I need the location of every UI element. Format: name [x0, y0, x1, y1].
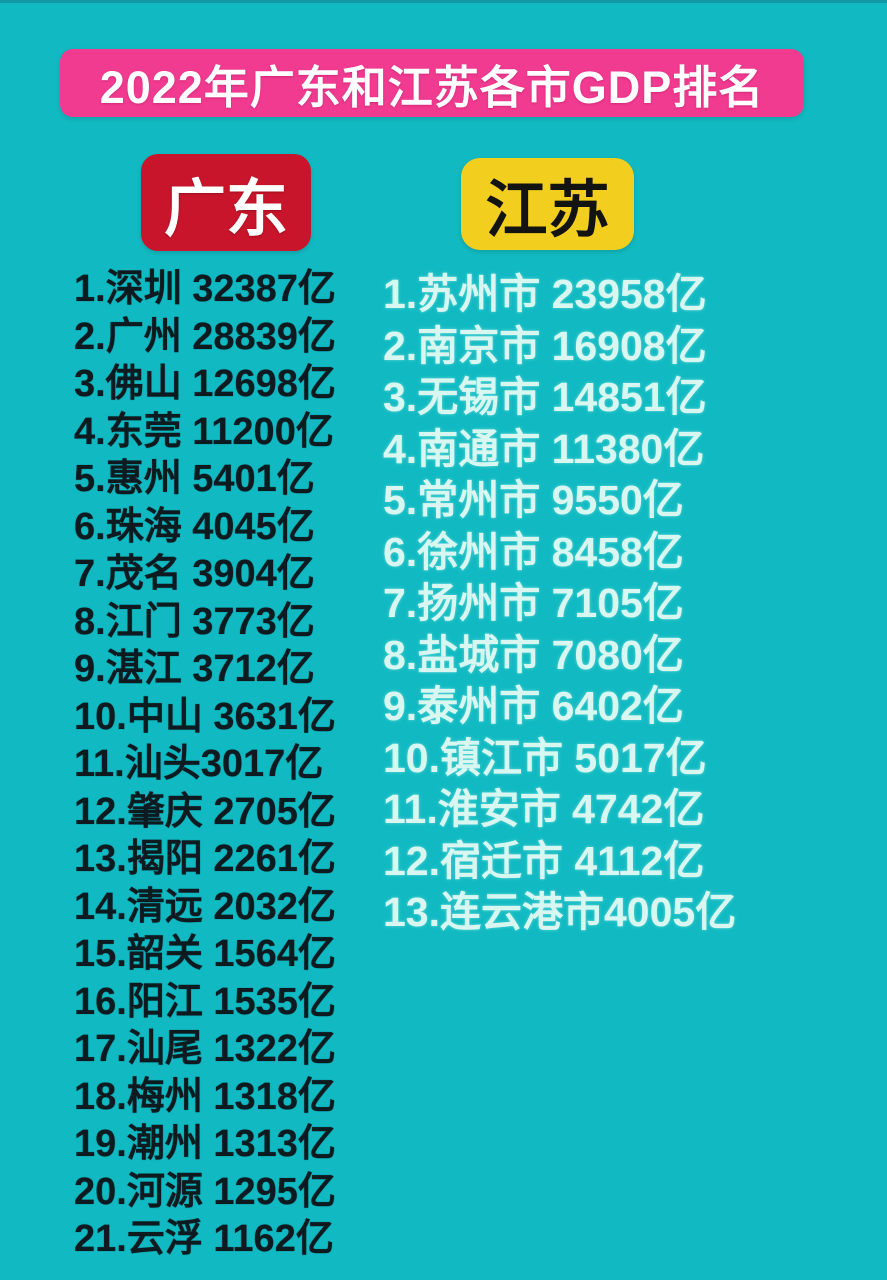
- list-item: 5.惠州 5401亿: [74, 458, 315, 500]
- list-item: 7.扬州市 7105亿: [383, 580, 684, 626]
- gdp-list-jiangsu: 1.苏州市 23958亿 2.南京市 16908亿 3.无锡市 14851亿 4.南通…: [383, 269, 736, 939]
- gdp-list-guangdong: 1.深圳 32387亿 2.广州 28839亿 3.佛山 12698亿 4.东莞 11…: [74, 266, 336, 1264]
- list-item: 9.湛江 3712亿: [74, 648, 315, 690]
- list-item: 1.深圳 32387亿: [74, 268, 336, 310]
- page-title: 2022年广东和江苏各市GDP排名: [99, 61, 765, 113]
- list-item: 11.汕头3017亿: [74, 743, 324, 785]
- list-item: 12.肇庆 2705亿: [74, 790, 336, 833]
- list-item: 18.梅州 1318亿: [74, 1075, 336, 1118]
- list-item: 20.河源 1295亿: [74, 1170, 336, 1213]
- list-item: 19.潮州 1313亿: [74, 1123, 336, 1165]
- list-item: 14.清远 2032亿: [74, 885, 336, 928]
- list-item: 2.广州 28839亿: [74, 315, 336, 358]
- list-item: 8.江门 3773亿: [74, 600, 315, 643]
- list-item: 12.宿迁市 4112亿: [383, 837, 705, 884]
- list-item: 11.淮安市 4742亿: [383, 786, 705, 832]
- list-item: 8.盐城市 7080亿: [383, 631, 684, 678]
- list-item: 13.连云港市4005亿: [383, 889, 737, 935]
- list-item: 2.南京市 16908亿: [383, 322, 707, 369]
- list-item: 1.苏州市 23958亿: [383, 271, 707, 317]
- province-badge-guangdong-label: 广东: [163, 174, 288, 244]
- list-item: 10.镇江市 5017亿: [383, 734, 707, 781]
- list-item: 3.无锡市 14851亿: [383, 374, 707, 420]
- list-item: 15.韶关 1564亿: [74, 933, 336, 975]
- province-badge-jiangsu: 江苏: [461, 158, 634, 250]
- province-badge-guangdong: 广东: [141, 154, 311, 251]
- list-item: 4.南通市 11380亿: [383, 425, 705, 472]
- list-item: 10.中山 3631亿: [74, 695, 336, 738]
- page-title-banner: 2022年广东和江苏各市GDP排名: [60, 49, 804, 117]
- list-item: 16.阳江 1535亿: [74, 980, 336, 1023]
- list-item: 6.珠海 4045亿: [74, 505, 315, 548]
- list-item: 3.佛山 12698亿: [74, 363, 336, 405]
- list-item: 6.徐州市 8458亿: [383, 528, 684, 575]
- list-item: 4.东莞 11200亿: [74, 410, 334, 453]
- list-item: 21.云浮 1162亿: [74, 1218, 334, 1260]
- list-item: 7.茂名 3904亿: [74, 553, 315, 595]
- list-item: 9.泰州市 6402亿: [383, 683, 684, 729]
- list-item: 13.揭阳 2261亿: [74, 838, 336, 880]
- province-badge-jiangsu-label: 江苏: [485, 176, 610, 245]
- list-item: 5.常州市 9550亿: [383, 477, 684, 523]
- list-item: 17.汕尾 1322亿: [74, 1028, 336, 1070]
